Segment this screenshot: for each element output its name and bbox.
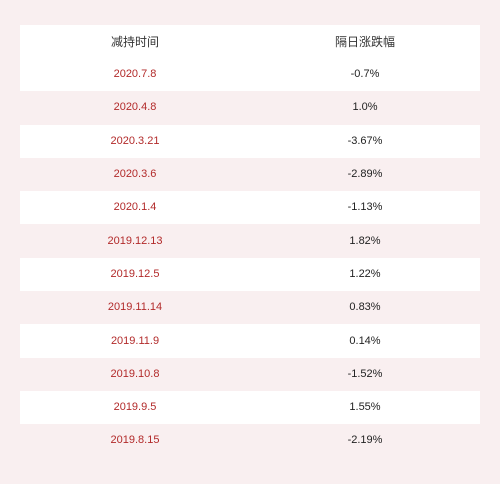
- row-date: 2020.4.8: [113, 101, 157, 114]
- row-date: 2020.7.8: [113, 68, 157, 81]
- table-row: 2019.10.8 -1.52%: [20, 357, 480, 391]
- table-row: 2020.3.6 -2.89%: [20, 157, 480, 192]
- table-row: 2020.3.21 -3.67%: [20, 124, 480, 158]
- row-date: 2019.11.9: [110, 334, 160, 347]
- header-date: 减持时间: [110, 34, 159, 49]
- row-date: 2020.3.21: [110, 134, 160, 147]
- row-change: 1.82%: [349, 234, 381, 247]
- row-change: -0.7%: [350, 68, 380, 81]
- table-row: 2019.12.13 1.82%: [20, 224, 480, 258]
- row-change: -2.89%: [347, 168, 383, 181]
- table-row: 2019.9.5 1.55%: [20, 390, 480, 425]
- row-change: -1.52%: [347, 367, 383, 380]
- table-row: 2019.8.15 -2.19%: [20, 424, 480, 458]
- row-date: 2020.1.4: [113, 201, 157, 214]
- row-date: 2019.12.5: [110, 267, 160, 280]
- row-date: 2019.12.13: [107, 234, 163, 247]
- row-date: 2019.9.5: [113, 401, 157, 414]
- row-change: 0.83%: [349, 301, 381, 314]
- row-change: 1.0%: [352, 101, 378, 114]
- row-change: 1.55%: [349, 401, 381, 414]
- row-change: -2.19%: [347, 434, 383, 447]
- row-date: 2020.3.6: [113, 168, 157, 181]
- row-change: 1.22%: [349, 267, 381, 280]
- header-next-day-change: 隔日涨跌幅: [334, 34, 395, 49]
- row-date: 2019.11.14: [107, 301, 163, 314]
- row-change: -3.67%: [347, 134, 383, 147]
- table-header-row: 减持时间 隔日涨跌幅: [20, 25, 480, 58]
- row-change: 0.14%: [349, 334, 381, 347]
- table-row: 2020.1.4 -1.13%: [20, 191, 480, 225]
- row-date: 2019.8.15: [110, 434, 160, 447]
- table-row: 2019.11.14 0.83%: [20, 291, 480, 325]
- table-row: 2019.12.5 1.22%: [20, 257, 480, 292]
- table-row: 2020.4.8 1.0%: [20, 91, 480, 125]
- table-row: 2020.7.8 -0.7%: [20, 58, 480, 92]
- reduction-table: 减持时间 隔日涨跌幅 2020.7.8 -0.7% 2020.4.8 1.0% …: [20, 25, 480, 458]
- table-row: 2019.11.9 0.14%: [20, 324, 480, 358]
- row-date: 2019.10.8: [110, 367, 160, 380]
- row-change: -1.13%: [347, 201, 383, 214]
